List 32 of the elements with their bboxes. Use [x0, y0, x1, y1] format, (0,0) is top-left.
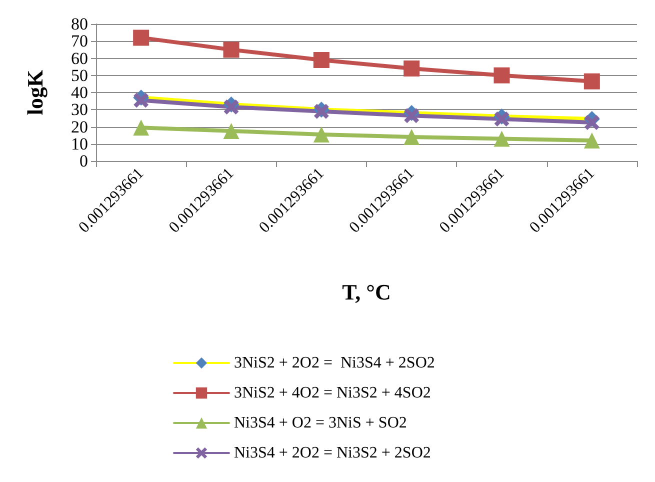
legend-label: Ni3S4 + O2 = 3NiS + SO2	[234, 414, 407, 432]
point	[404, 129, 420, 146]
y-tick-label: 30	[71, 100, 88, 120]
point	[494, 130, 510, 147]
x-axis-title: T, °C	[342, 280, 391, 304]
y-tick-label: 0	[80, 152, 88, 170]
y-tick-label: 20	[71, 117, 88, 136]
y-tick-label: 50	[71, 66, 88, 85]
point	[223, 42, 240, 58]
y-tick-label: 60	[71, 48, 88, 68]
y-tick-label: 40	[71, 83, 88, 102]
point	[404, 60, 420, 77]
point	[584, 132, 600, 148]
point	[133, 120, 150, 136]
point	[404, 108, 420, 124]
point	[224, 100, 239, 115]
point	[313, 126, 330, 142]
point	[584, 114, 600, 130]
point	[313, 52, 330, 68]
point	[134, 92, 149, 108]
point	[494, 112, 510, 127]
point	[133, 30, 150, 46]
y-axis-title: logK	[22, 70, 48, 116]
y-tick-label: 80	[71, 14, 88, 34]
y-tick-label: 70	[71, 32, 88, 51]
point	[584, 73, 600, 90]
legend-label: 3NiS2 + 4O2 = Ni3S2 + 4SO2	[234, 384, 431, 402]
y-tick-label: 10	[71, 134, 88, 154]
point	[223, 123, 240, 140]
legend-label: Ni3S4 + 2O2 = Ni3S2 + 2SO2	[234, 444, 431, 462]
legend-label: 3NiS2 + 2O2 = Ni3S4 + 2SO2	[234, 354, 435, 372]
point	[494, 67, 510, 84]
